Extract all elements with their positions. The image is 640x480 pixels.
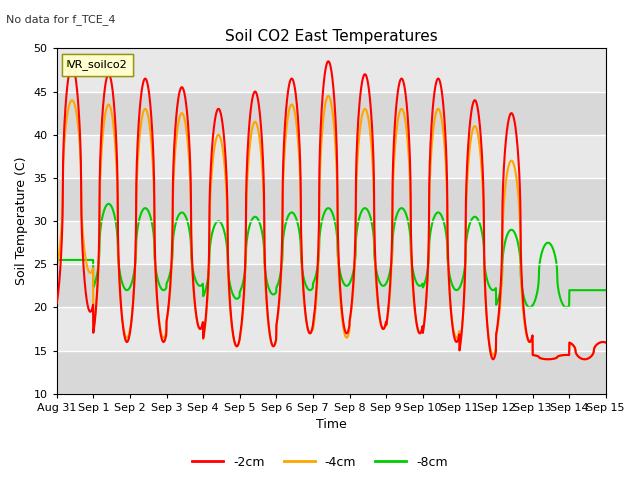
Bar — [57, 92, 605, 135]
Y-axis label: Soil Temperature (C): Soil Temperature (C) — [15, 157, 28, 285]
Bar — [57, 48, 605, 92]
Bar — [57, 135, 605, 178]
Bar — [57, 350, 605, 394]
Legend: VR_soilco2: VR_soilco2 — [62, 54, 133, 76]
Bar — [57, 264, 605, 308]
Text: No data for f_TCE_4: No data for f_TCE_4 — [6, 14, 116, 25]
X-axis label: Time: Time — [316, 419, 347, 432]
Bar — [57, 178, 605, 221]
Legend: -2cm, -4cm, -8cm: -2cm, -4cm, -8cm — [187, 451, 453, 474]
Bar — [57, 221, 605, 264]
Title: Soil CO2 East Temperatures: Soil CO2 East Temperatures — [225, 29, 438, 44]
Bar — [57, 308, 605, 350]
